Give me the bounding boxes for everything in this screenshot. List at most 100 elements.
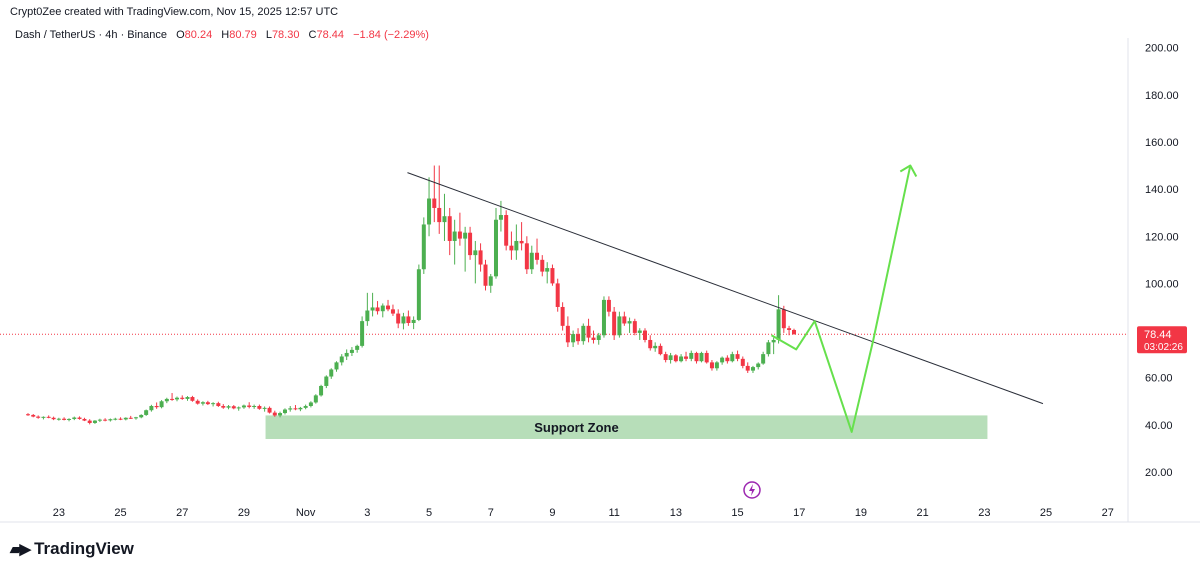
time-tick-label: 15 (731, 507, 743, 519)
candle-down (190, 397, 195, 401)
candle-down (205, 402, 210, 405)
candle-up (416, 269, 421, 320)
candle-up (689, 352, 694, 359)
change-value: −1.84 (−2.29%) (353, 29, 429, 41)
candle-down (432, 198, 437, 208)
candle-up (97, 419, 102, 421)
candle-up (144, 410, 149, 415)
candle-up (529, 252, 534, 270)
candle-up (133, 417, 138, 419)
price-tick-label: 120.00 (1145, 231, 1179, 243)
candle-up (776, 309, 781, 340)
candle-down (612, 311, 617, 336)
candle-up (473, 250, 478, 256)
candle-up (355, 345, 360, 350)
candle-down (396, 313, 401, 324)
time-tick-label: 5 (426, 507, 432, 519)
price-tick-label: 180.00 (1145, 90, 1179, 102)
price-axis[interactable]: 20.0040.0060.0080.00100.00120.00140.0016… (1145, 43, 1179, 479)
candle-up (668, 355, 673, 361)
candle-down (519, 240, 524, 244)
candle-down (576, 334, 581, 342)
candle-down (390, 309, 395, 314)
candle-down (36, 416, 41, 418)
support-zone (265, 415, 988, 439)
open-label: O (176, 29, 185, 41)
candle-up (288, 408, 293, 410)
tradingview-logo[interactable]: ▰▶ TradingView (10, 539, 134, 559)
candle-up (339, 356, 344, 363)
candle-up (637, 330, 642, 333)
time-axis[interactable]: 23 25 27 29 Nov 3 5 7 9 11 13 15 17 19 21 23 25 27 (53, 507, 1114, 519)
candle-down (457, 231, 462, 239)
candle-down (272, 412, 277, 416)
candle-down (195, 400, 200, 404)
candle-up (298, 407, 303, 410)
price-tick-label: 40.00 (1145, 420, 1173, 432)
price-tick-label: 200.00 (1145, 43, 1179, 55)
candle-up (514, 240, 519, 251)
candle-up (452, 231, 457, 241)
candle-up (427, 198, 432, 225)
candle-up (365, 310, 370, 322)
candle-down (257, 405, 262, 409)
candle-down (509, 245, 514, 251)
candle-up (442, 216, 447, 223)
time-tick-label: 23 (978, 507, 990, 519)
candle-down (704, 352, 709, 363)
candle-down (632, 321, 637, 333)
candle-up (236, 407, 241, 409)
candle-up (324, 376, 329, 386)
candle-down (247, 405, 252, 407)
candle-up (185, 397, 190, 399)
close-label: C (308, 29, 317, 41)
candle-down (684, 356, 689, 359)
candle-up (108, 419, 113, 421)
candle-up (571, 334, 576, 343)
candle-down (26, 414, 30, 416)
candle-up (211, 403, 216, 405)
time-tick-label: 7 (488, 507, 494, 519)
candle-up (72, 417, 77, 419)
candle-up (401, 316, 406, 324)
time-tick-label: 29 (238, 507, 250, 519)
open-value: 80.24 (184, 29, 213, 41)
candle-down (735, 354, 740, 359)
time-tick-label: Nov (296, 507, 316, 519)
candle-up (329, 369, 334, 377)
candle-up (679, 356, 684, 362)
candle-down (468, 232, 473, 256)
candle-down (787, 328, 792, 330)
candle-down (550, 268, 555, 284)
candle-up (756, 363, 761, 368)
time-tick-label: 23 (53, 507, 65, 519)
candle-up (617, 316, 622, 336)
candle-down (586, 325, 591, 338)
candle-up (714, 362, 719, 369)
time-tick-label: 13 (670, 507, 682, 519)
time-tick-label: 27 (1102, 507, 1114, 519)
candle-down (437, 207, 442, 223)
candle-down (51, 417, 56, 420)
candle-up (226, 406, 231, 408)
projection-path[interactable] (770, 165, 912, 433)
candle-up (41, 416, 46, 418)
candle-up (498, 215, 503, 220)
candle-down (483, 264, 488, 286)
lightning-icon[interactable] (743, 481, 761, 499)
time-tick-label: 25 (1040, 507, 1052, 519)
projection-arrowhead (899, 164, 918, 178)
candle-down (216, 403, 221, 406)
candle-down (82, 418, 87, 421)
candle-down (606, 299, 611, 312)
candle-down (725, 357, 730, 362)
candle-down (555, 283, 560, 307)
candle-down (658, 345, 663, 355)
candle-up (241, 405, 246, 408)
descending-trendline[interactable] (407, 172, 1044, 405)
candle-down (643, 330, 647, 340)
time-tick-label: 17 (793, 507, 805, 519)
candle-up (545, 268, 550, 272)
candle-up (493, 219, 498, 277)
